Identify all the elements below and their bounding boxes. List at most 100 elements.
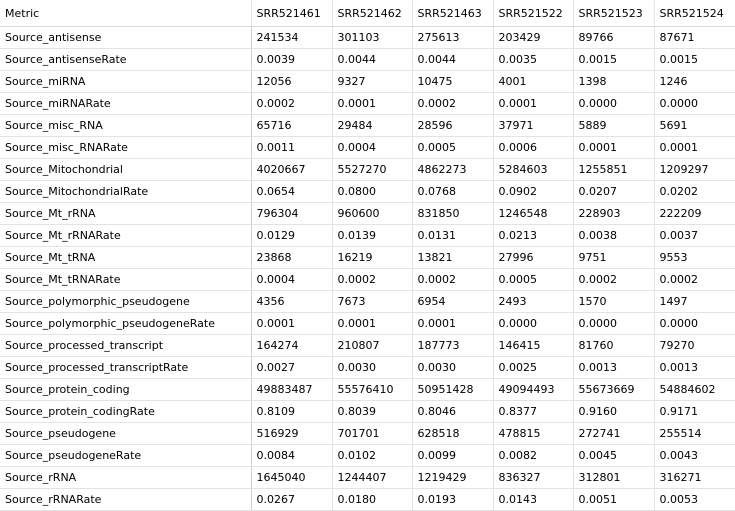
metric-name-cell[interactable]: Source_miRNARate bbox=[0, 92, 252, 115]
metric-name-cell[interactable]: Source_processed_transcript bbox=[0, 334, 252, 357]
value-cell[interactable]: 10475 bbox=[412, 70, 494, 93]
value-cell[interactable]: 0.0025 bbox=[493, 356, 574, 379]
metric-name-cell[interactable]: Source_Mt_tRNA bbox=[0, 246, 252, 269]
value-cell[interactable]: 1645040 bbox=[251, 466, 333, 489]
value-cell[interactable]: 0.9160 bbox=[573, 400, 655, 423]
value-cell[interactable]: 4020667 bbox=[251, 158, 333, 181]
value-cell[interactable]: 301103 bbox=[332, 26, 413, 49]
value-cell[interactable]: 55673669 bbox=[573, 378, 655, 401]
metric-name-cell[interactable]: Source_protein_codingRate bbox=[0, 400, 252, 423]
metric-name-cell[interactable]: Source_misc_RNA bbox=[0, 114, 252, 137]
value-cell[interactable]: 13821 bbox=[412, 246, 494, 269]
value-cell[interactable]: 0.0015 bbox=[654, 48, 735, 71]
value-cell[interactable]: 0.0000 bbox=[654, 312, 735, 335]
value-cell[interactable]: 241534 bbox=[251, 26, 333, 49]
value-cell[interactable]: 0.0193 bbox=[412, 488, 494, 511]
table-row[interactable]: Source_processed_transcriptRate 0.0027 0.0… bbox=[0, 356, 735, 379]
value-cell[interactable]: 0.0000 bbox=[654, 92, 735, 115]
table-row[interactable]: Source_antisense 241534 301103 275613 203429… bbox=[0, 26, 735, 49]
value-cell[interactable]: 0.0000 bbox=[493, 312, 574, 335]
value-cell[interactable]: 16219 bbox=[332, 246, 413, 269]
table-row[interactable]: Source_Mt_rRNARate 0.0129 0.0139 0.0131 0.02… bbox=[0, 224, 735, 247]
table-row[interactable]: Source_antisenseRate 0.0039 0.0044 0.0044 0.… bbox=[0, 48, 735, 71]
value-cell[interactable]: 1255851 bbox=[573, 158, 655, 181]
value-cell[interactable]: 628518 bbox=[412, 422, 494, 445]
column-header[interactable]: SRR521462 bbox=[332, 0, 413, 27]
value-cell[interactable]: 0.0037 bbox=[654, 224, 735, 247]
value-cell[interactable]: 27996 bbox=[493, 246, 574, 269]
value-cell[interactable]: 0.0002 bbox=[573, 268, 655, 291]
value-cell[interactable]: 0.0001 bbox=[654, 136, 735, 159]
value-cell[interactable]: 0.0001 bbox=[412, 312, 494, 335]
value-cell[interactable]: 65716 bbox=[251, 114, 333, 137]
value-cell[interactable]: 478815 bbox=[493, 422, 574, 445]
table-row[interactable]: Source_polymorphic_pseudogeneRate 0.0001 0… bbox=[0, 312, 735, 335]
table-row[interactable]: Source_processed_transcript 164274 210807 1… bbox=[0, 334, 735, 357]
value-cell[interactable]: 0.0011 bbox=[251, 136, 333, 159]
value-cell[interactable]: 0.0035 bbox=[493, 48, 574, 71]
value-cell[interactable]: 0.0013 bbox=[573, 356, 655, 379]
value-cell[interactable]: 0.0000 bbox=[573, 312, 655, 335]
value-cell[interactable]: 5889 bbox=[573, 114, 655, 137]
value-cell[interactable]: 0.0002 bbox=[654, 268, 735, 291]
column-header[interactable]: SRR521522 bbox=[493, 0, 574, 27]
value-cell[interactable]: 1497 bbox=[654, 290, 735, 313]
value-cell[interactable]: 272741 bbox=[573, 422, 655, 445]
value-cell[interactable]: 228903 bbox=[573, 202, 655, 225]
value-cell[interactable]: 0.0180 bbox=[332, 488, 413, 511]
value-cell[interactable]: 0.8039 bbox=[332, 400, 413, 423]
table-row[interactable]: Source_Mt_tRNARate 0.0004 0.0002 0.0002 0.00… bbox=[0, 268, 735, 291]
value-cell[interactable]: 0.0139 bbox=[332, 224, 413, 247]
value-cell[interactable]: 5284603 bbox=[493, 158, 574, 181]
metric-name-cell[interactable]: Source_Mitochondrial bbox=[0, 158, 252, 181]
metric-name-cell[interactable]: Source_pseudogeneRate bbox=[0, 444, 252, 467]
value-cell[interactable]: 79270 bbox=[654, 334, 735, 357]
value-cell[interactable]: 0.0001 bbox=[332, 92, 413, 115]
metric-name-cell[interactable]: Source_protein_coding bbox=[0, 378, 252, 401]
value-cell[interactable]: 55576410 bbox=[332, 378, 413, 401]
value-cell[interactable]: 4356 bbox=[251, 290, 333, 313]
column-header-metric[interactable]: Metric bbox=[0, 0, 252, 27]
value-cell[interactable]: 701701 bbox=[332, 422, 413, 445]
metric-name-cell[interactable]: Source_miRNA bbox=[0, 70, 252, 93]
value-cell[interactable]: 203429 bbox=[493, 26, 574, 49]
metric-name-cell[interactable]: Source_rRNA bbox=[0, 466, 252, 489]
metric-name-cell[interactable]: Source_processed_transcriptRate bbox=[0, 356, 252, 379]
metric-name-cell[interactable]: Source_antisenseRate bbox=[0, 48, 252, 71]
value-cell[interactable]: 1219429 bbox=[412, 466, 494, 489]
table-row[interactable]: Source_MitochondrialRate 0.0654 0.0800 0.07… bbox=[0, 180, 735, 203]
value-cell[interactable]: 0.9171 bbox=[654, 400, 735, 423]
value-cell[interactable]: 0.0143 bbox=[493, 488, 574, 511]
value-cell[interactable]: 312801 bbox=[573, 466, 655, 489]
value-cell[interactable]: 255514 bbox=[654, 422, 735, 445]
value-cell[interactable]: 0.0207 bbox=[573, 180, 655, 203]
value-cell[interactable]: 0.0002 bbox=[251, 92, 333, 115]
value-cell[interactable]: 146415 bbox=[493, 334, 574, 357]
value-cell[interactable]: 0.0027 bbox=[251, 356, 333, 379]
value-cell[interactable]: 0.8109 bbox=[251, 400, 333, 423]
value-cell[interactable]: 0.0099 bbox=[412, 444, 494, 467]
metric-name-cell[interactable]: Source_pseudogene bbox=[0, 422, 252, 445]
value-cell[interactable]: 37971 bbox=[493, 114, 574, 137]
value-cell[interactable]: 0.0002 bbox=[332, 268, 413, 291]
metric-name-cell[interactable]: Source_Mt_rRNARate bbox=[0, 224, 252, 247]
value-cell[interactable]: 0.0051 bbox=[573, 488, 655, 511]
column-header[interactable]: SRR521524 bbox=[654, 0, 735, 27]
table-row[interactable]: Source_pseudogeneRate 0.0084 0.0102 0.0099 0… bbox=[0, 444, 735, 467]
value-cell[interactable]: 831850 bbox=[412, 202, 494, 225]
table-row[interactable]: Source_misc_RNA 65716 29484 28596 37971 5889 5… bbox=[0, 114, 735, 137]
value-cell[interactable]: 0.0001 bbox=[493, 92, 574, 115]
value-cell[interactable]: 1246 bbox=[654, 70, 735, 93]
value-cell[interactable]: 4862273 bbox=[412, 158, 494, 181]
value-cell[interactable]: 1246548 bbox=[493, 202, 574, 225]
value-cell[interactable]: 0.0004 bbox=[332, 136, 413, 159]
value-cell[interactable]: 275613 bbox=[412, 26, 494, 49]
value-cell[interactable]: 960600 bbox=[332, 202, 413, 225]
value-cell[interactable]: 6954 bbox=[412, 290, 494, 313]
value-cell[interactable]: 1244407 bbox=[332, 466, 413, 489]
value-cell[interactable]: 0.0129 bbox=[251, 224, 333, 247]
metric-name-cell[interactable]: Source_polymorphic_pseudogene bbox=[0, 290, 252, 313]
value-cell[interactable]: 0.0267 bbox=[251, 488, 333, 511]
value-cell[interactable]: 0.0768 bbox=[412, 180, 494, 203]
metric-name-cell[interactable]: Source_MitochondrialRate bbox=[0, 180, 252, 203]
